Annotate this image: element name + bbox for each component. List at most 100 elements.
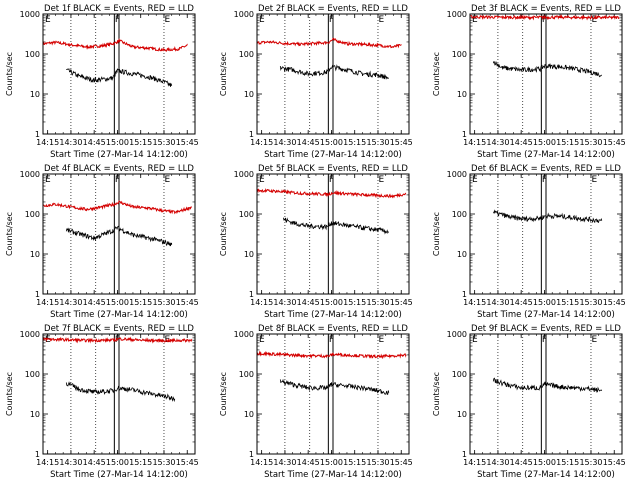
panel-title: Det 1f BLACK = Events, RED = LLD (44, 4, 194, 14)
x-tick-label: 15:45 (176, 298, 199, 307)
x-axis-label: Start Time (27-Mar-14 14:12:00) (50, 470, 188, 480)
y-tick-label: 10 (30, 410, 40, 419)
x-tick-label: 15:00 (106, 458, 129, 467)
interval-marker-label: E (164, 175, 170, 185)
x-tick-label: 15:45 (390, 298, 413, 307)
y-tick-label: 1 (462, 290, 467, 299)
x-tick-label: 14:15 (463, 298, 486, 307)
interval-marker-label: F (329, 15, 334, 25)
x-tick-label: 14:30 (486, 298, 509, 307)
x-tick-label: 15:30 (579, 138, 602, 147)
x-axis-label: Start Time (27-Mar-14 14:12:00) (50, 310, 188, 320)
x-tick-label: 14:15 (250, 298, 273, 307)
interval-marker-label: E (472, 15, 478, 25)
y-tick-label: 10 (457, 410, 467, 419)
y-axis-label: Counts/sec (219, 372, 228, 416)
detector-panel-7: Det 7f BLACK = Events, RED = LLD Start Ti… (5, 324, 199, 480)
x-tick-label: 15:00 (106, 138, 129, 147)
x-tick-label: 14:45 (297, 298, 320, 307)
interval-marker-label: F (542, 335, 547, 345)
y-axis-label: Counts/sec (219, 52, 228, 96)
x-tick-label: 15:30 (579, 298, 602, 307)
x-tick-label: 15:30 (152, 138, 175, 147)
x-tick-label: 14:30 (59, 458, 82, 467)
lld-series-line (469, 14, 620, 21)
y-tick-label: 1 (35, 450, 40, 459)
interval-marker-label: E (378, 335, 384, 345)
y-tick-label: 10 (30, 90, 40, 99)
y-tick-label: 10 (244, 410, 254, 419)
y-axis-label: Counts/sec (432, 52, 441, 96)
x-tick-label: 14:15 (36, 458, 59, 467)
panel-title: Det 7f BLACK = Events, RED = LLD (44, 324, 194, 334)
plot-frame (469, 13, 623, 135)
y-tick-label: 10 (457, 90, 467, 99)
interval-marker-label: E (472, 335, 478, 345)
y-tick-label: 1 (35, 290, 40, 299)
y-tick-label: 10 (244, 250, 254, 259)
y-tick-label: 1 (462, 450, 467, 459)
events-series-line (279, 64, 389, 80)
x-tick-label: 15:00 (320, 298, 343, 307)
interval-marker-label: F (542, 175, 547, 185)
x-tick-label: 14:45 (297, 458, 320, 467)
x-tick-label: 15:30 (366, 138, 389, 147)
y-axis-label: Counts/sec (219, 212, 228, 256)
lld-series-line (256, 37, 402, 49)
x-axis-label: Start Time (27-Mar-14 14:12:00) (477, 150, 615, 160)
x-tick-label: 14:45 (510, 298, 533, 307)
x-tick-label: 15:30 (366, 458, 389, 467)
x-tick-label: 15:45 (603, 458, 626, 467)
x-tick-label: 14:15 (463, 138, 486, 147)
x-tick-label: 15:00 (320, 458, 343, 467)
plot-frame (42, 173, 196, 295)
interval-marker-label: F (115, 15, 120, 25)
detector-panel-3: Det 3f BLACK = Events, RED = LLD Start Ti… (432, 4, 626, 160)
x-tick-label: 14:30 (486, 138, 509, 147)
x-tick-label: 14:15 (250, 458, 273, 467)
x-tick-label: 14:45 (83, 298, 106, 307)
lld-series-line (256, 187, 407, 199)
interval-marker-label: E (259, 335, 265, 345)
detector-panel-4: Det 4f BLACK = Events, RED = LLD Start Ti… (5, 164, 199, 320)
x-tick-label: 15:00 (320, 138, 343, 147)
lld-series-line (256, 350, 407, 360)
x-tick-label: 14:30 (273, 298, 296, 307)
plot-frame (256, 13, 410, 135)
panel-title: Det 3f BLACK = Events, RED = LLD (471, 4, 621, 14)
y-axis-label: Counts/sec (5, 372, 14, 416)
x-tick-label: 14:30 (486, 458, 509, 467)
x-tick-label: 15:15 (343, 458, 366, 467)
interval-marker-label: E (591, 15, 597, 25)
x-tick-label: 15:00 (533, 298, 556, 307)
x-tick-label: 14:15 (36, 298, 59, 307)
x-tick-label: 15:15 (556, 138, 579, 147)
events-series-line (493, 209, 603, 224)
interval-marker-label: E (591, 335, 597, 345)
y-tick-label: 1 (249, 450, 254, 459)
y-tick-label: 1 (35, 130, 40, 139)
y-tick-label: 10 (457, 250, 467, 259)
events-series-line (279, 378, 390, 395)
y-axis-label: Counts/sec (5, 212, 14, 256)
plot-frame (256, 173, 410, 295)
x-tick-label: 15:45 (390, 458, 413, 467)
x-tick-label: 15:15 (556, 458, 579, 467)
plot-frame (42, 333, 196, 455)
x-tick-label: 15:15 (343, 138, 366, 147)
y-tick-label: 1000 (20, 330, 40, 339)
y-tick-label: 1000 (234, 10, 254, 19)
plot-frame (42, 13, 196, 135)
x-tick-label: 15:45 (603, 138, 626, 147)
x-tick-label: 15:00 (533, 138, 556, 147)
x-tick-label: 14:30 (59, 298, 82, 307)
x-axis-label: Start Time (27-Mar-14 14:12:00) (264, 310, 402, 320)
plot-frame (256, 333, 410, 455)
panel-title: Det 2f BLACK = Events, RED = LLD (258, 4, 408, 14)
y-axis-label: Counts/sec (432, 212, 441, 256)
plot-frame (469, 333, 623, 455)
detector-panel-1: Det 1f BLACK = Events, RED = LLD Start Ti… (5, 4, 199, 160)
x-tick-label: 15:45 (176, 138, 199, 147)
x-axis-label: Start Time (27-Mar-14 14:12:00) (50, 150, 188, 160)
panel-title: Det 5f BLACK = Events, RED = LLD (258, 164, 408, 174)
